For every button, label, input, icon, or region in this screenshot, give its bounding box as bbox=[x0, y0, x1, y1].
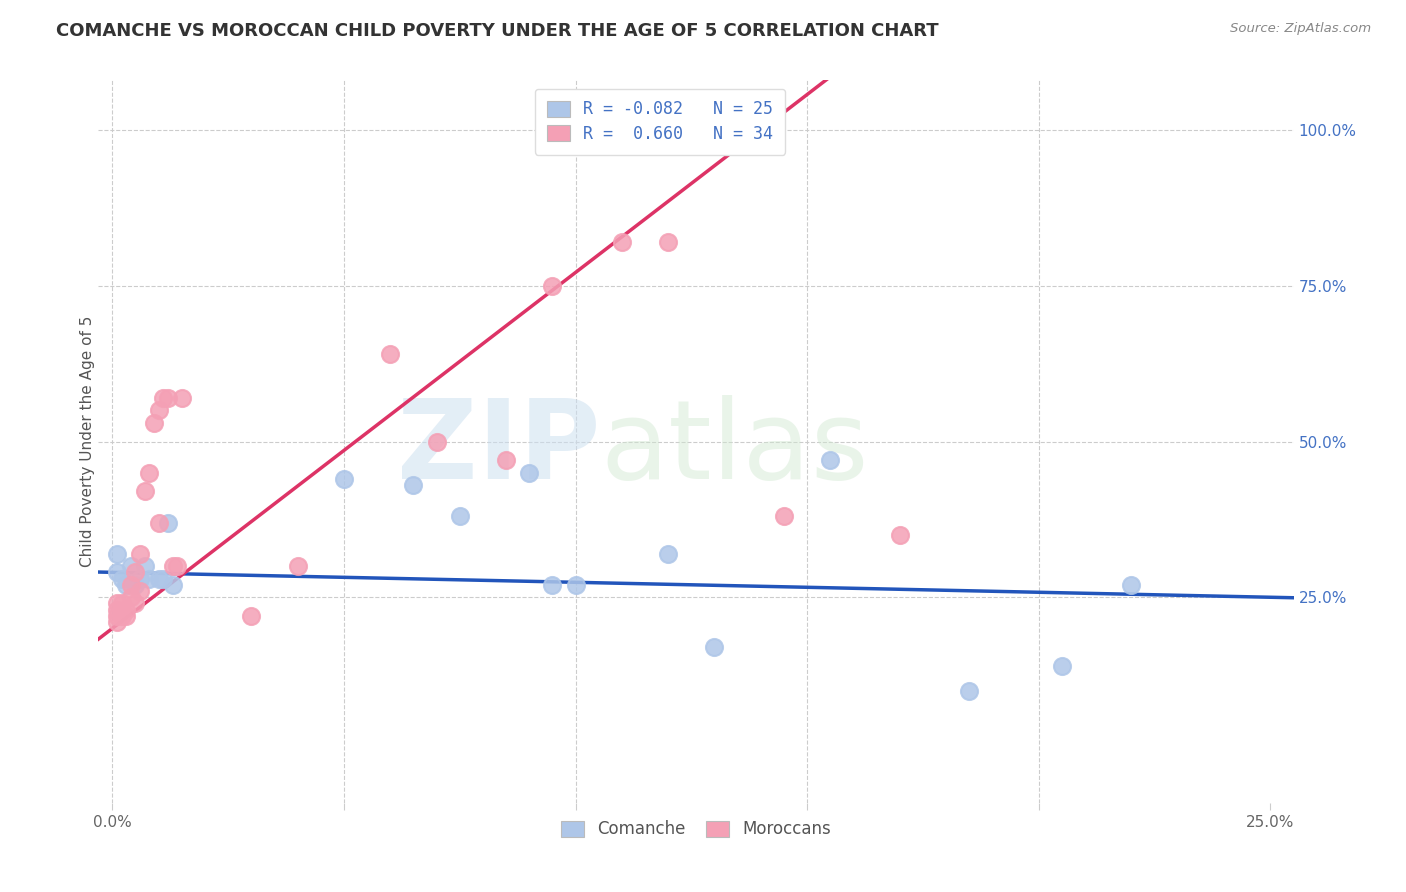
Point bbox=[610, 235, 633, 250]
Point bbox=[152, 391, 174, 405]
Point bbox=[380, 347, 402, 361]
Point bbox=[143, 416, 166, 430]
Point bbox=[170, 391, 193, 405]
Point bbox=[517, 466, 540, 480]
Point bbox=[120, 559, 142, 574]
Point bbox=[105, 603, 128, 617]
Point bbox=[120, 591, 142, 605]
Point bbox=[773, 509, 796, 524]
Legend: Comanche, Moroccans: Comanche, Moroccans bbox=[554, 814, 838, 845]
Point bbox=[162, 578, 184, 592]
Point bbox=[115, 578, 138, 592]
Point bbox=[449, 509, 471, 524]
Point bbox=[148, 572, 170, 586]
Point bbox=[657, 235, 679, 250]
Point bbox=[166, 559, 188, 574]
Point bbox=[115, 609, 138, 624]
Point bbox=[657, 547, 679, 561]
Point bbox=[134, 559, 156, 574]
Point bbox=[426, 434, 449, 449]
Y-axis label: Child Poverty Under the Age of 5: Child Poverty Under the Age of 5 bbox=[80, 316, 94, 567]
Point bbox=[333, 472, 356, 486]
Point bbox=[124, 597, 146, 611]
Point bbox=[957, 683, 980, 698]
Point bbox=[820, 453, 842, 467]
Point bbox=[105, 609, 128, 624]
Point bbox=[703, 640, 725, 654]
Point bbox=[129, 584, 152, 599]
Point bbox=[110, 609, 132, 624]
Point bbox=[240, 609, 263, 624]
Point bbox=[138, 466, 160, 480]
Point bbox=[124, 578, 146, 592]
Point bbox=[889, 528, 911, 542]
Point bbox=[1050, 658, 1073, 673]
Point bbox=[495, 453, 517, 467]
Point bbox=[129, 547, 152, 561]
Point bbox=[541, 578, 564, 592]
Point bbox=[402, 478, 425, 492]
Point bbox=[156, 516, 179, 530]
Point bbox=[148, 516, 170, 530]
Point bbox=[105, 566, 128, 580]
Text: Source: ZipAtlas.com: Source: ZipAtlas.com bbox=[1230, 22, 1371, 36]
Point bbox=[105, 547, 128, 561]
Point bbox=[564, 578, 586, 592]
Point bbox=[120, 578, 142, 592]
Text: ZIP: ZIP bbox=[396, 395, 600, 502]
Point bbox=[287, 559, 309, 574]
Point bbox=[105, 615, 128, 630]
Point bbox=[152, 572, 174, 586]
Point bbox=[134, 484, 156, 499]
Point bbox=[110, 572, 132, 586]
Point bbox=[115, 603, 138, 617]
Point bbox=[110, 597, 132, 611]
Point bbox=[162, 559, 184, 574]
Text: COMANCHE VS MOROCCAN CHILD POVERTY UNDER THE AGE OF 5 CORRELATION CHART: COMANCHE VS MOROCCAN CHILD POVERTY UNDER… bbox=[56, 22, 939, 40]
Point bbox=[541, 278, 564, 293]
Point bbox=[156, 391, 179, 405]
Text: atlas: atlas bbox=[600, 395, 869, 502]
Point bbox=[124, 566, 146, 580]
Point bbox=[1121, 578, 1143, 592]
Point bbox=[105, 597, 128, 611]
Point bbox=[148, 403, 170, 417]
Point bbox=[138, 572, 160, 586]
Point bbox=[129, 572, 152, 586]
